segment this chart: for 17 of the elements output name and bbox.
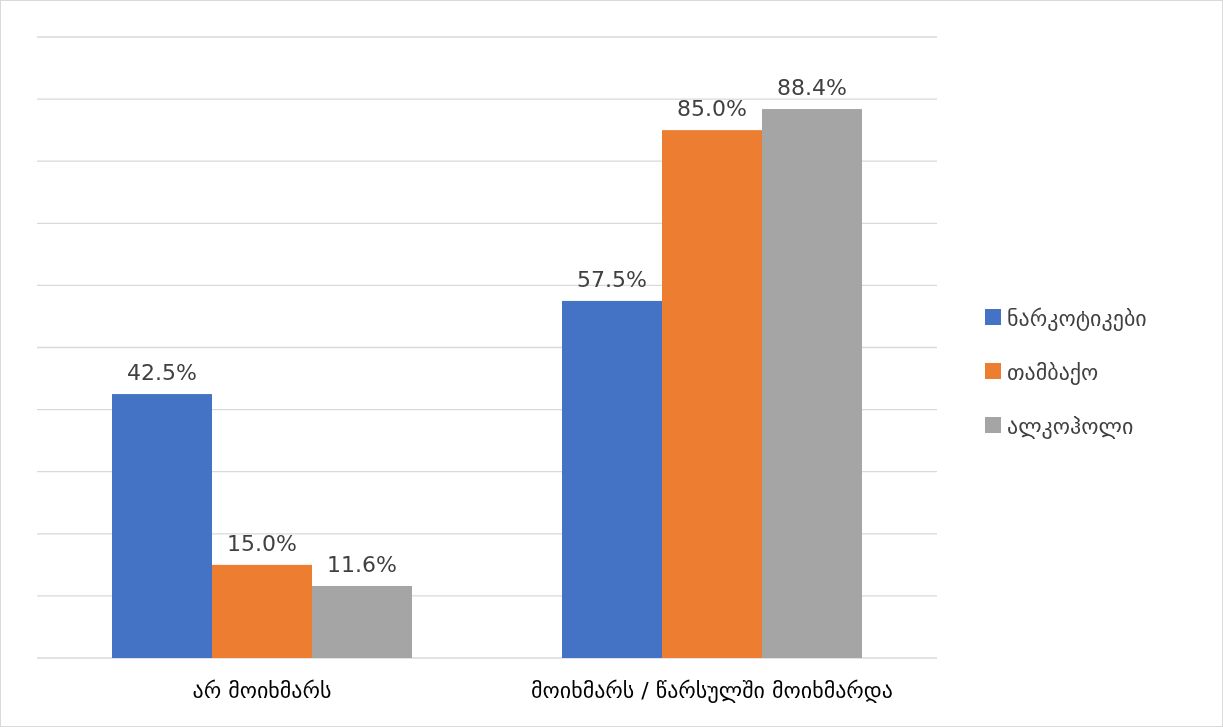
- data-label: 42.5%: [127, 360, 197, 386]
- bar: [562, 300, 662, 658]
- bar: [662, 130, 762, 658]
- data-label: 11.6%: [327, 551, 397, 577]
- bar: [112, 394, 212, 658]
- data-label: 15.0%: [227, 530, 297, 556]
- x-tick-label: მოიხმარს / წარსულში მოიხმარდა: [531, 678, 893, 703]
- bar: [762, 109, 862, 658]
- bar: [312, 585, 412, 658]
- legend-label: ალკოჰოლი: [1007, 413, 1134, 439]
- data-label: 57.5%: [577, 266, 647, 292]
- legend-label: ნარკოტიკები: [1007, 305, 1147, 331]
- bar: [212, 564, 312, 658]
- data-label: 88.4%: [777, 75, 847, 101]
- legend-label: თამბაქო: [1007, 359, 1099, 385]
- data-label: 85.0%: [677, 96, 747, 122]
- x-tick-label: არ მოიხმარს: [192, 678, 332, 703]
